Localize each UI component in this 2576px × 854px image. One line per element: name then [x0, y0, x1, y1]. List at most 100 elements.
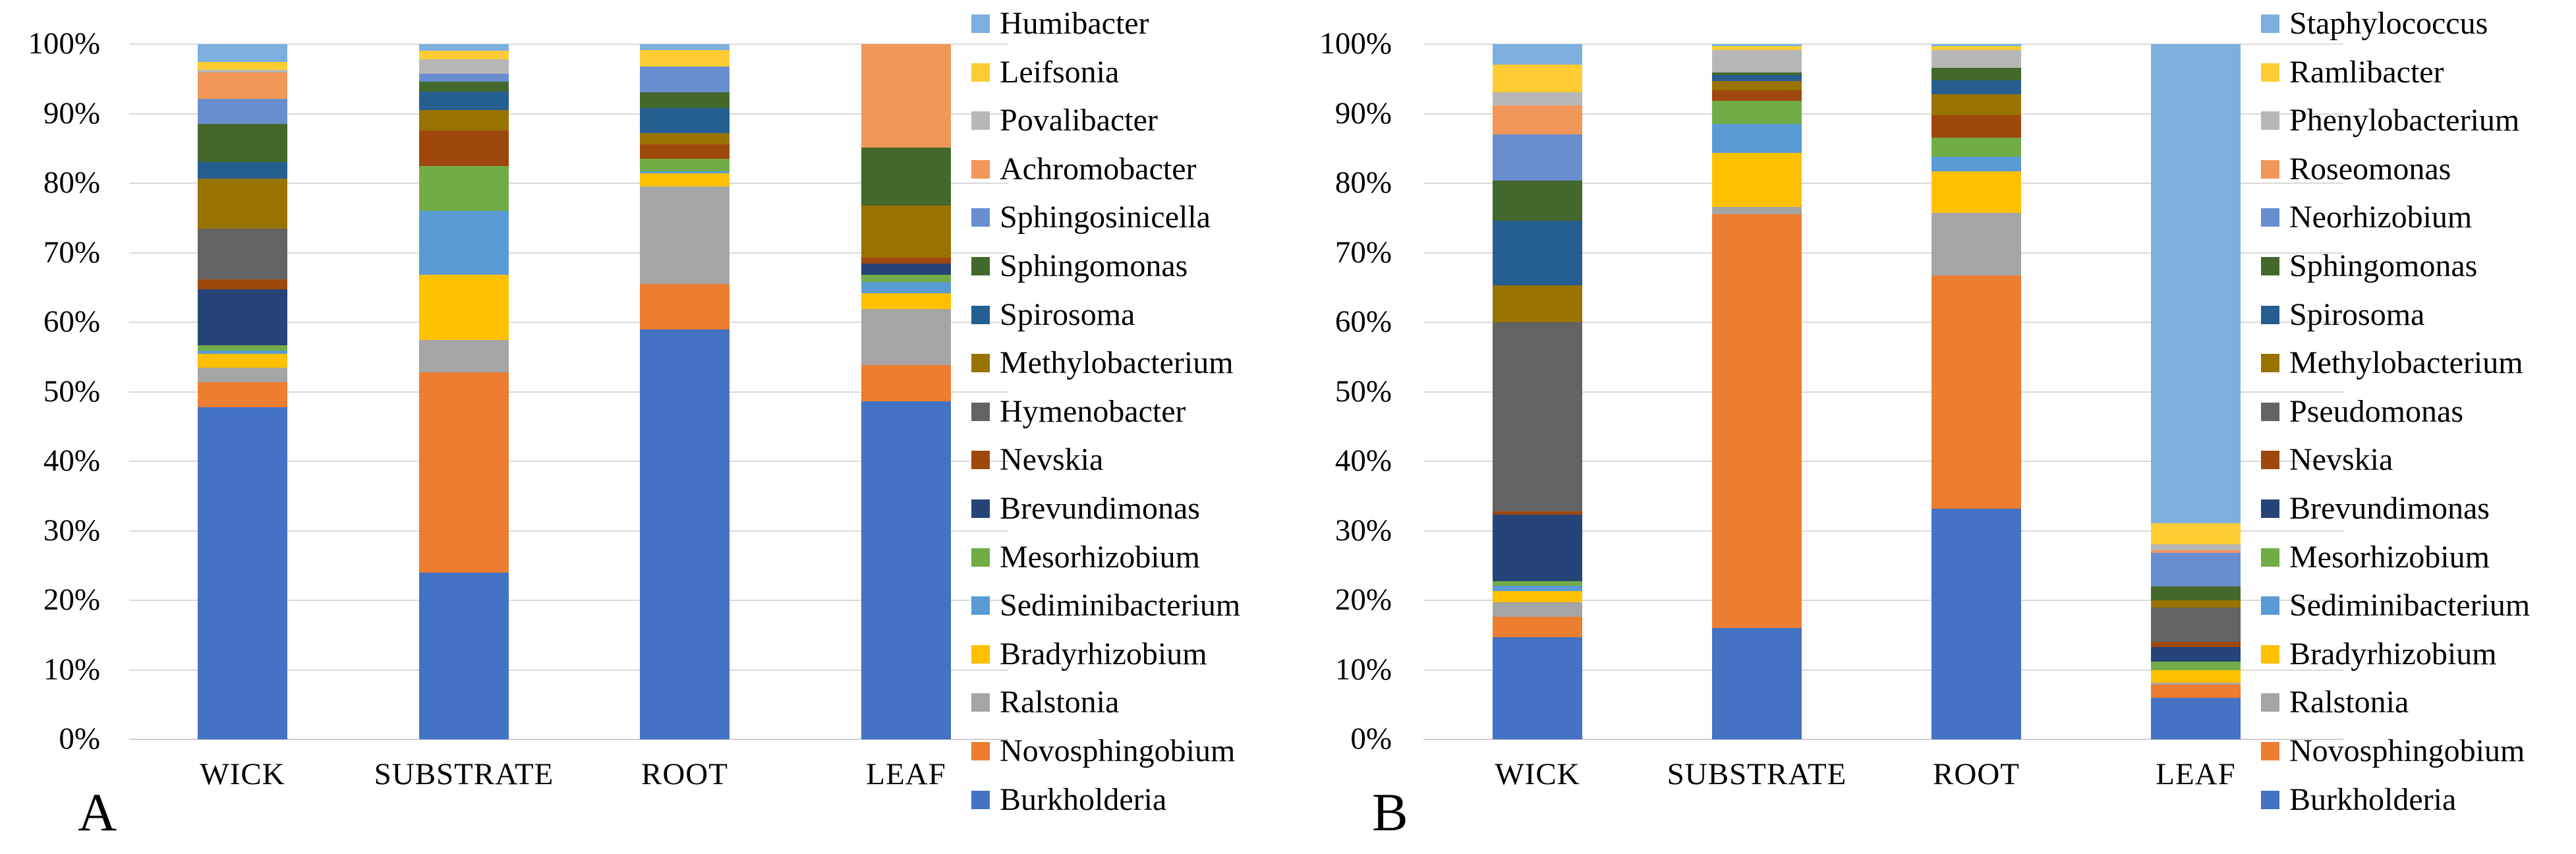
legend-label-phenylobacterium: Phenylobacterium [2289, 103, 2520, 138]
bar-segment-nevskia [1493, 511, 1582, 515]
legend-label-bradyrhizobium: Bradyrhizobium [2289, 636, 2497, 671]
x-axis-label-b-leaf: LEAF [2156, 757, 2236, 791]
bar-segment-burkholderia [1712, 628, 1802, 739]
bar-segment-ralstonia [1932, 213, 2021, 276]
bar-segment-nevskia [1712, 90, 1802, 101]
bar-segment-mesorhizobium [1493, 581, 1582, 586]
legend-item-a-povalibacter: Povalibacter [971, 104, 1158, 137]
x-axis-label-a-substrate: SUBSTRATE [374, 757, 554, 791]
y-axis-tick-label: 60% [1334, 304, 1392, 339]
bar-segment-ramlibacter [1493, 64, 1582, 92]
gridline-a-20% [129, 600, 1008, 601]
bar-segment-novosphingobium [1932, 275, 2021, 509]
bar-segment-nevskia [861, 257, 951, 264]
y-axis-tick-label: 50% [43, 374, 100, 409]
bar-segment-achromobacter [861, 44, 951, 148]
legend-label-sediminibacterium: Sediminibacterium [2289, 588, 2531, 623]
y-axis-tick-label: 30% [43, 513, 100, 548]
bar-segment-humibacter [419, 44, 509, 51]
legend-item-b-nevskia: Nevskia [2261, 443, 2393, 476]
legend-item-b-spirosoma: Spirosoma [2261, 298, 2424, 331]
bar-segment-mesorhizobium [861, 275, 951, 282]
bar-segment-novosphingobium [2151, 684, 2241, 698]
gridline-a-90% [129, 113, 1008, 115]
legend-swatch-ralstonia [971, 693, 990, 712]
legend-item-a-sediminibacterium: Sediminibacterium [971, 589, 1240, 622]
legend-swatch-burkholderia [971, 790, 990, 809]
bar-segment-methylobacterium [1712, 80, 1802, 90]
legend-label-methylobacterium: Methylobacterium [1000, 345, 1234, 381]
bar-segment-bradyrhizobium [1712, 152, 1802, 207]
bar-segment-novosphingobium [861, 365, 951, 402]
bar-segment-ralstonia [419, 340, 509, 372]
bar-segment-methylobacterium [861, 205, 951, 258]
legend-item-b-brevundimonas: Brevundimonas [2261, 492, 2490, 525]
y-axis-tick-label: 0% [1350, 722, 1392, 756]
bar-segment-brevundimonas [2151, 646, 2241, 662]
legend-label-nevskia: Nevskia [2289, 442, 2393, 478]
bar-segment-methylobacterium [640, 133, 730, 144]
bar-segment-sphingomonas [1932, 67, 2021, 80]
x-axis-label-b-wick: WICK [1495, 757, 1580, 791]
bar-segment-bradyrhizobium [198, 353, 287, 368]
x-axis-label-a-wick: WICK [200, 757, 285, 791]
bar-segment-ralstonia [1493, 602, 1582, 617]
gridline-a-40% [129, 461, 1008, 462]
bar-segment-burkholderia [861, 401, 951, 739]
legend-label-mesorhizobium: Mesorhizobium [1000, 539, 1200, 575]
legend-item-b-methylobacterium: Methylobacterium [2261, 347, 2523, 380]
bar-segment-sphingosinicella [419, 74, 509, 82]
bar-segment-sphingomonas [1712, 72, 1802, 75]
gridline-b-10% [1423, 669, 2343, 671]
bar-segment-bradyrhizobium [419, 275, 509, 341]
x-axis-label-a-leaf: LEAF [866, 757, 946, 791]
legend-item-a-leifsonia: Leifsonia [971, 55, 1119, 89]
bar-segment-bradyrhizobium [2151, 669, 2241, 683]
y-axis-tick-label: 100% [28, 26, 100, 61]
legend-label-ralstonia: Ralstonia [2289, 685, 2409, 720]
bar-segment-ramlibacter [1932, 46, 2021, 50]
bar-segment-roseomonas [1493, 105, 1582, 135]
gridline-a-80% [129, 183, 1008, 184]
legend-item-b-bradyrhizobium: Bradyrhizobium [2261, 636, 2497, 671]
bar-segment-bradyrhizobium [640, 173, 730, 187]
bar-segment-sediminibacterium [419, 211, 509, 275]
legend-label-humibacter: Humibacter [1000, 6, 1149, 41]
y-axis-tick-label: 20% [1334, 583, 1392, 617]
bar-segment-spirosoma [1712, 74, 1802, 81]
bar-segment-novosphingobium [1712, 214, 1802, 629]
gridline-b-30% [1423, 530, 2343, 532]
legend-swatch-brevundimonas [971, 499, 990, 518]
y-axis-tick-label: 10% [43, 652, 100, 687]
bar-segment-phenylobacterium [1932, 49, 2021, 68]
bar-a-root [640, 44, 730, 739]
bar-a-wick [198, 44, 287, 739]
gridline-a-50% [129, 391, 1008, 393]
bar-segment-phenylobacterium [1712, 49, 1802, 73]
legend-swatch-staphylococcus [2261, 14, 2279, 33]
legend-label-sphingosinicella: Sphingosinicella [1000, 200, 1211, 235]
legend-item-b-ramlibacter: Ramlibacter [2261, 55, 2444, 89]
gridline-b-20% [1423, 600, 2343, 601]
gridline-a-70% [129, 252, 1008, 254]
legend-item-b-sediminibacterium: Sediminibacterium [2261, 589, 2530, 622]
bar-segment-sediminibacterium [198, 351, 287, 354]
legend-swatch-pseudomonas [2261, 402, 2279, 421]
legend-item-a-sphingomonas: Sphingomonas [971, 250, 1188, 283]
bar-segment-ramlibacter [2151, 523, 2241, 544]
bar-segment-burkholderia [2151, 697, 2241, 739]
bar-segment-burkholderia [1932, 508, 2021, 739]
gridline-b-70% [1423, 252, 2343, 254]
bar-segment-methylobacterium [1932, 94, 2021, 115]
bar-a-substrate [419, 44, 509, 739]
legend-item-a-spirosoma: Spirosoma [971, 298, 1135, 331]
legend-item-a-achromobacter: Achromobacter [971, 152, 1197, 186]
y-axis-tick-label: 100% [1319, 26, 1392, 61]
y-axis-tick-label: 20% [43, 583, 100, 617]
bar-segment-neorhizobium [2151, 553, 2241, 586]
gridline-a-100% [129, 43, 1008, 45]
legend-swatch-methylobacterium [971, 354, 990, 373]
y-axis-tick-label: 40% [43, 443, 100, 478]
bar-segment-sphingosinicella [198, 99, 287, 125]
bar-b-wick [1493, 44, 1582, 739]
